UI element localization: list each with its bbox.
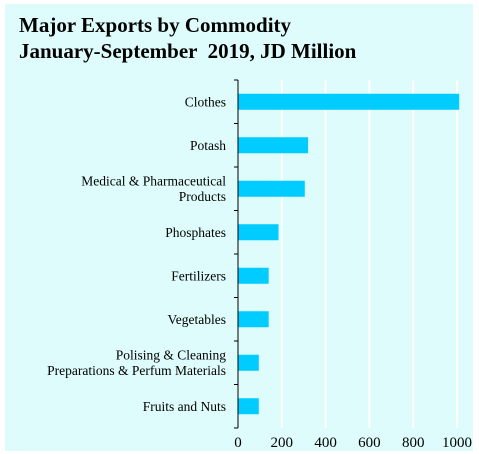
category-label: Medical & Pharmaceutical [81,174,226,189]
category-label: Potash [190,138,226,153]
category-label: Clothes [185,94,226,109]
category-label: Phosphates [165,225,226,240]
category-label: Fruits and Nuts [143,399,226,414]
category-label: Polising & Cleaning [116,348,227,363]
bar [238,311,269,328]
bar [238,354,259,371]
x-tick-label: 1000 [442,435,472,451]
category-label: Preparations & Perfum Materials [47,363,226,378]
bar [238,180,305,197]
chart-title: Major Exports by Commodity January-Septe… [19,12,356,64]
chart-title-line-1: Major Exports by Commodity [19,13,292,37]
bar [238,137,309,154]
bar [238,398,259,415]
category-label: Fertilizers [171,268,226,283]
x-tick-label: 800 [402,435,425,451]
category-label: Vegetables [168,312,226,327]
bar-chart: Clothes Potash Medical & PharmaceuticalPro… [47,79,472,451]
bar [238,93,460,110]
x-tick-label: 400 [314,435,337,451]
category-label: Products [179,189,226,204]
chart-title-line-2: January-September 2019, JD Million [19,39,357,63]
x-tick-label: 200 [271,435,294,451]
x-tick-label: 0 [234,435,242,451]
chart-panel: Major Exports by Commodity January-Septe… [5,4,473,451]
bar [238,224,279,241]
bar [238,267,269,284]
x-tick-label: 600 [358,435,381,451]
